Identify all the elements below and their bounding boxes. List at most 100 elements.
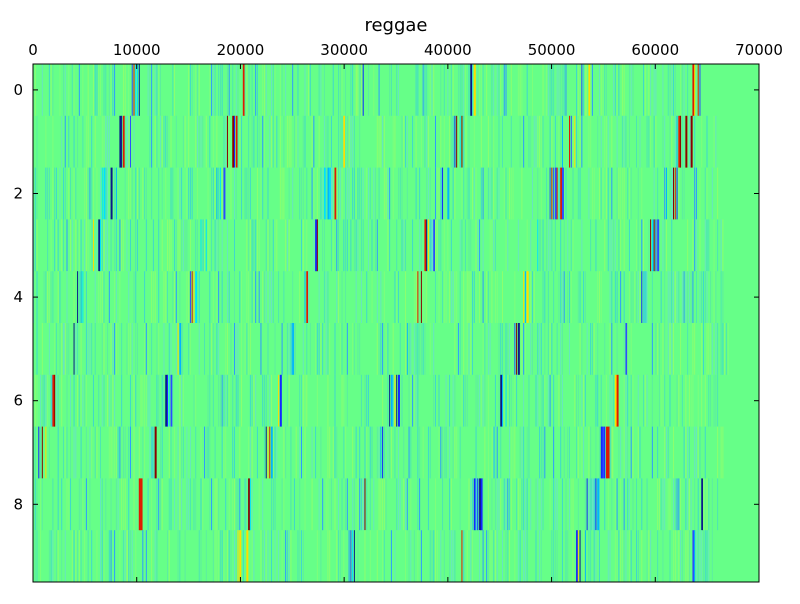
heatmap-cell [156, 64, 158, 116]
heatmap-cell [167, 271, 168, 323]
heatmap-cell [189, 478, 191, 531]
heatmap-cell [563, 426, 565, 479]
heatmap-cell [590, 64, 592, 116]
heatmap-cell [486, 271, 488, 323]
heatmap-cell [435, 167, 436, 220]
heatmap-cell [641, 478, 643, 531]
heatmap-cell [440, 219, 442, 272]
heatmap-cell [47, 271, 49, 323]
heatmap-cell [459, 271, 461, 323]
heatmap-cell [168, 219, 170, 272]
heatmap-cell [397, 167, 399, 220]
heatmap-cell [449, 271, 451, 323]
heatmap-cell [36, 219, 38, 272]
heatmap-cell [373, 64, 375, 116]
heatmap-cell [551, 530, 553, 582]
heatmap-cell [524, 271, 526, 323]
heatmap-cell [352, 426, 354, 479]
heatmap-cell [101, 323, 103, 375]
heatmap-cell [673, 478, 675, 531]
heatmap-cell [680, 530, 682, 582]
heatmap-cell [554, 478, 556, 531]
heatmap-cell [627, 478, 629, 531]
heatmap-cell [556, 478, 558, 531]
heatmap-cell [54, 323, 56, 375]
heatmap-cell [688, 530, 690, 582]
heatmap-cell [597, 374, 599, 427]
heatmap-cell [101, 271, 103, 323]
heatmap-cell [40, 374, 42, 427]
heatmap-cell [355, 271, 357, 323]
heatmap-cell [472, 478, 474, 531]
heatmap-cell [433, 530, 435, 582]
heatmap-cell [144, 374, 146, 427]
heatmap-cell [219, 374, 221, 427]
heatmap-cell [717, 323, 719, 375]
heatmap-cell [371, 219, 373, 272]
heatmap-cell [274, 478, 276, 531]
heatmap-cell [360, 167, 362, 220]
heatmap-cell [339, 167, 341, 220]
heatmap-cell [704, 167, 706, 220]
heatmap-cell [135, 530, 137, 582]
heatmap-cell [406, 167, 408, 220]
heatmap-cell [234, 323, 235, 375]
heatmap-cell [623, 64, 625, 116]
heatmap-cell [687, 323, 689, 375]
heatmap-cell [299, 271, 301, 323]
heatmap-cell [623, 530, 625, 582]
heatmap-cell [64, 530, 66, 582]
heatmap-cell [285, 426, 287, 479]
heatmap-cell [202, 478, 204, 531]
heatmap-cell [299, 530, 301, 582]
heatmap-cell [484, 374, 486, 427]
heatmap-cell [613, 374, 615, 427]
heatmap-cell [694, 530, 696, 582]
heatmap-cell [690, 271, 692, 323]
heatmap-cell [447, 64, 449, 116]
heatmap-cell [713, 374, 715, 427]
heatmap-cell [646, 115, 648, 168]
heatmap-cell [662, 374, 664, 427]
heatmap-cell [579, 530, 581, 582]
heatmap-cell [329, 323, 331, 375]
heatmap-cell [318, 323, 320, 375]
heatmap-cell [94, 426, 96, 479]
heatmap-cell [357, 64, 359, 116]
heatmap-cell [59, 323, 61, 375]
heatmap-cell [330, 115, 332, 168]
heatmap-cell [350, 219, 352, 272]
heatmap-cell [221, 426, 223, 479]
heatmap-cell [348, 167, 350, 220]
heatmap-cell [200, 219, 202, 272]
heatmap-cell [262, 167, 264, 220]
heatmap-cell [621, 64, 623, 116]
heatmap-cell [537, 115, 539, 168]
heatmap-cell [606, 426, 609, 479]
heatmap-cell [510, 64, 512, 116]
heatmap-cell [87, 167, 89, 220]
heatmap-cell [475, 374, 477, 427]
heatmap-cell [452, 374, 454, 427]
heatmap-cell [667, 323, 669, 375]
heatmap-cell [248, 426, 250, 479]
heatmap-cell [186, 478, 188, 531]
heatmap-cell [279, 115, 281, 168]
y-tick-label: 4 [13, 288, 23, 306]
heatmap-cell [288, 530, 290, 582]
heatmap-cell [695, 426, 697, 479]
heatmap-cell [491, 167, 493, 220]
heatmap-cell [232, 115, 235, 168]
heatmap-cell [382, 115, 384, 168]
heatmap-cell [61, 530, 63, 582]
heatmap-cell [572, 530, 574, 582]
heatmap-cell [535, 530, 537, 582]
heatmap-cell [420, 219, 422, 272]
heatmap-cell [276, 219, 278, 272]
heatmap-cell [560, 374, 562, 427]
heatmap-cell [272, 271, 274, 323]
heatmap-cell [327, 530, 329, 582]
heatmap-cell [540, 478, 542, 531]
heatmap-cell [202, 115, 204, 168]
heatmap-cell [223, 426, 225, 479]
